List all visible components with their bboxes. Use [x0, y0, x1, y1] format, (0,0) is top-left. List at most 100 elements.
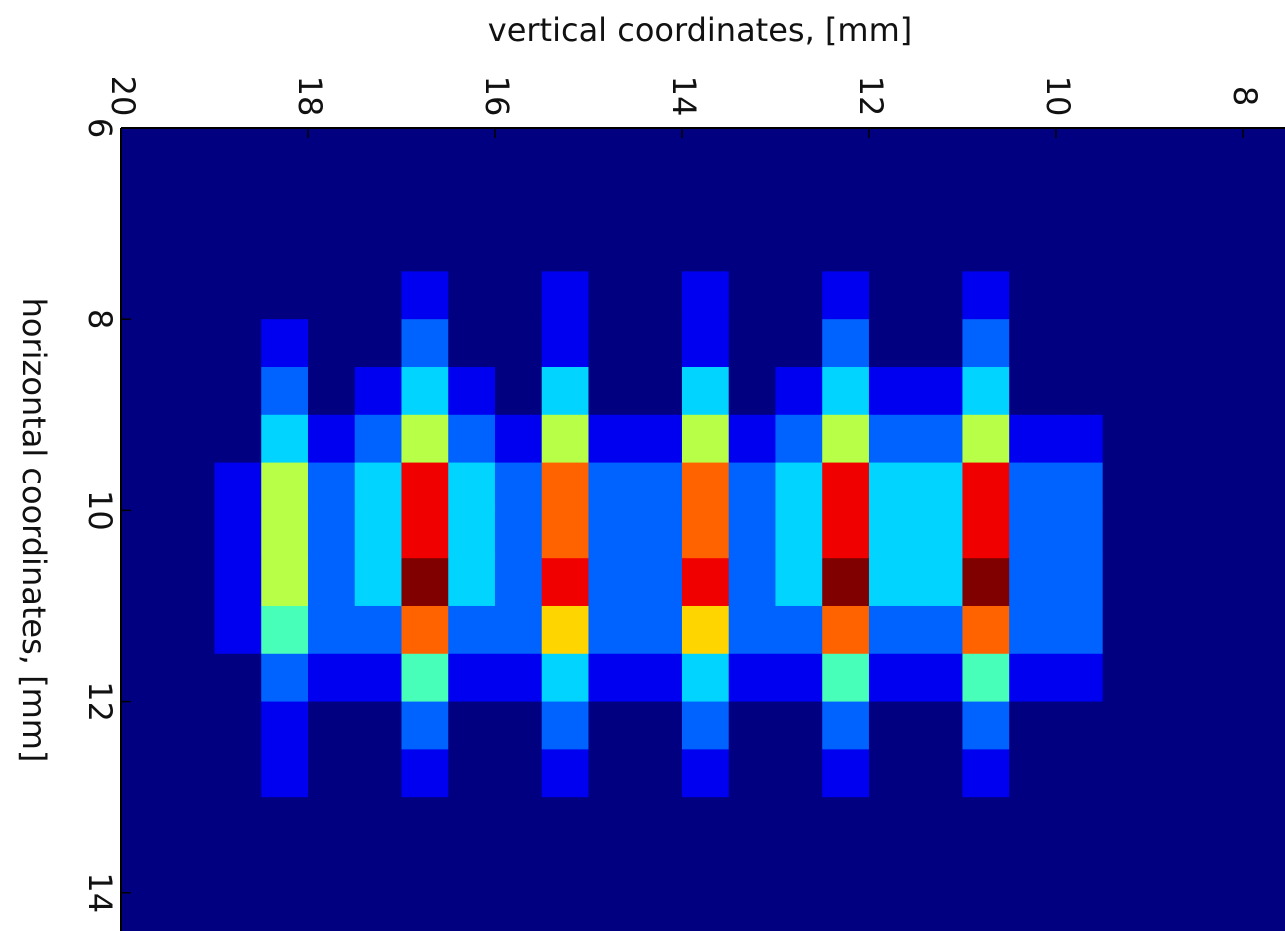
heatmap-cell	[495, 367, 542, 415]
y-tick-label: 10	[81, 490, 119, 531]
heatmap-cell	[635, 654, 682, 702]
heatmap-cell	[542, 606, 589, 654]
heatmap-cell	[588, 415, 635, 463]
heatmap-cell	[682, 654, 729, 702]
heatmap-cell	[261, 367, 308, 415]
heatmap-cell	[869, 463, 916, 511]
heatmap-cell	[1009, 367, 1056, 415]
heatmap-cell	[495, 558, 542, 606]
heatmap-cell	[1009, 606, 1056, 654]
heatmap-cell	[1009, 271, 1056, 319]
heatmap-cell	[448, 702, 495, 750]
heatmap-cell	[869, 702, 916, 750]
heatmap-cell	[682, 702, 729, 750]
heatmap-cell	[1009, 654, 1056, 702]
heatmap-cell	[1149, 510, 1196, 558]
heatmap-cell	[168, 271, 215, 319]
heatmap-cell	[168, 463, 215, 511]
heatmap-cell	[261, 271, 308, 319]
heatmap-cell	[1196, 463, 1243, 511]
heatmap-cell	[308, 176, 355, 224]
heatmap-cell	[1196, 654, 1243, 702]
heatmap-cell	[401, 319, 448, 367]
heatmap-cell	[869, 367, 916, 415]
heatmap-cell	[1243, 749, 1285, 797]
heatmap-cell	[775, 558, 822, 606]
heatmap-cell	[1243, 558, 1285, 606]
heatmap-cell	[1103, 606, 1150, 654]
heatmap-cell	[588, 176, 635, 224]
heatmap-cell	[775, 654, 822, 702]
heatmap-cell	[448, 510, 495, 558]
heatmap-cell	[822, 463, 869, 511]
heatmap-cell	[1056, 415, 1103, 463]
heatmap-cell	[1196, 702, 1243, 750]
heatmap-cell	[869, 128, 916, 176]
heatmap-cell	[869, 654, 916, 702]
heatmap-cell	[775, 702, 822, 750]
y-tick-label: 6	[81, 118, 119, 138]
heatmap-cell	[261, 510, 308, 558]
heatmap-cell	[495, 654, 542, 702]
heatmap-cell	[729, 558, 776, 606]
heatmap-cell	[962, 319, 1009, 367]
heatmap-cell	[1056, 463, 1103, 511]
heatmap-cell	[775, 271, 822, 319]
heatmap-cell	[1056, 606, 1103, 654]
heatmap-cell	[1009, 893, 1056, 931]
heatmap-cell	[822, 510, 869, 558]
y-axis-title: horizontal coordinates, [mm]	[15, 298, 53, 763]
heatmap-cell	[401, 415, 448, 463]
heatmap-cell	[682, 558, 729, 606]
heatmap-cell	[822, 606, 869, 654]
heatmap-cell	[916, 224, 963, 272]
x-tick-label: 18	[291, 76, 329, 117]
heatmap-cell	[121, 319, 168, 367]
heatmap-cell	[542, 749, 589, 797]
heatmap-cell	[869, 271, 916, 319]
heatmap-cell	[168, 558, 215, 606]
heatmap-cell	[635, 319, 682, 367]
heatmap-cell	[1196, 893, 1243, 931]
heatmap-cell	[1243, 224, 1285, 272]
heatmap-cell	[168, 797, 215, 845]
heatmap-cell	[962, 128, 1009, 176]
heatmap	[121, 128, 1285, 931]
heatmap-cell	[542, 893, 589, 931]
heatmap-cell	[448, 654, 495, 702]
heatmap-cell	[401, 176, 448, 224]
heatmap-cell	[214, 176, 261, 224]
heatmap-cell	[1009, 702, 1056, 750]
heatmap-cell	[588, 463, 635, 511]
heatmap-cell	[261, 606, 308, 654]
heatmap-cell	[729, 271, 776, 319]
heatmap-cell	[261, 845, 308, 893]
heatmap-cell	[1056, 702, 1103, 750]
heatmap-cell	[775, 749, 822, 797]
heatmap-cell	[962, 749, 1009, 797]
heatmap-cell	[121, 845, 168, 893]
heatmap-cell	[448, 176, 495, 224]
heatmap-cell	[775, 176, 822, 224]
heatmap-cell	[448, 319, 495, 367]
heatmap-cell	[448, 749, 495, 797]
heatmap-cell	[1009, 463, 1056, 511]
heatmap-cell	[1243, 654, 1285, 702]
heatmap-cell	[495, 271, 542, 319]
heatmap-cell	[822, 415, 869, 463]
heatmap-cell	[495, 797, 542, 845]
heatmap-cell	[401, 558, 448, 606]
heatmap-cell	[542, 510, 589, 558]
heatmap-cell	[635, 224, 682, 272]
heatmap-cell	[495, 415, 542, 463]
heatmap-cell	[214, 702, 261, 750]
heatmap-cell	[682, 176, 729, 224]
heatmap-cell	[1056, 367, 1103, 415]
heatmap-cell	[1196, 128, 1243, 176]
heatmap-cell	[495, 845, 542, 893]
heatmap-cell	[916, 510, 963, 558]
heatmap-cell	[448, 224, 495, 272]
heatmap-cell	[588, 702, 635, 750]
heatmap-cell	[121, 797, 168, 845]
heatmap-cell	[635, 558, 682, 606]
